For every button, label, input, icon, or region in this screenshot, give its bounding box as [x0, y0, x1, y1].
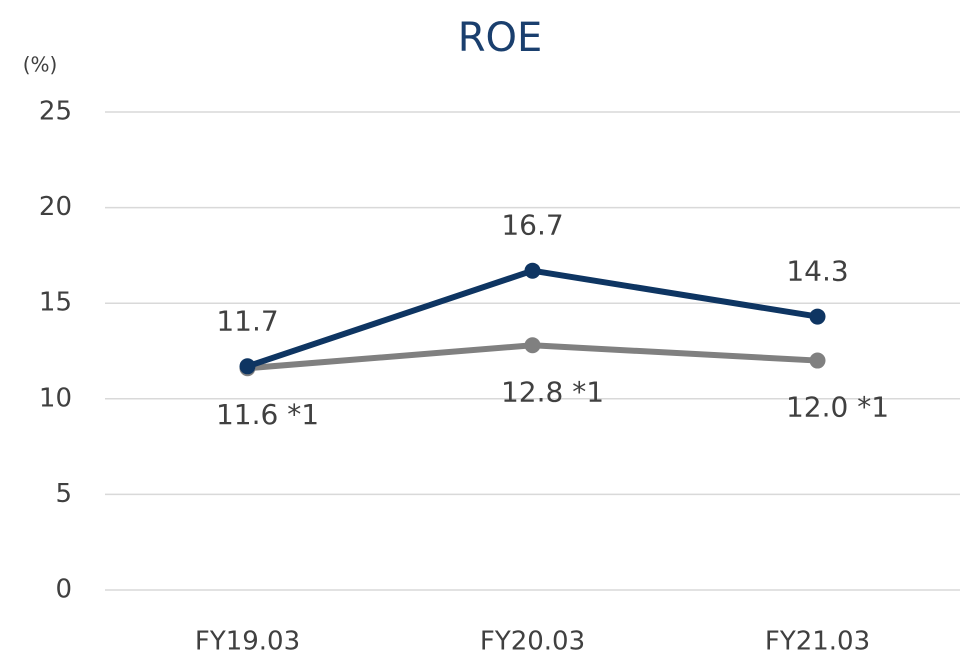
y-tick-label: 10	[39, 383, 72, 413]
data-label: 14.3	[786, 255, 848, 288]
data-point	[809, 352, 826, 369]
data-label: 12.0 *1	[786, 391, 889, 424]
data-point	[524, 337, 541, 354]
y-tick-label: 25	[39, 97, 72, 127]
data-label: 11.6 *1	[216, 398, 319, 431]
chart-title: ROE	[458, 15, 543, 61]
data-label: 12.8 *1	[501, 375, 604, 408]
data-label: 11.7	[216, 304, 278, 337]
x-tick-label: FY19.03	[195, 627, 300, 657]
y-axis-label: (%)	[23, 53, 58, 77]
y-tick-label: 15	[39, 288, 72, 318]
y-tick-label: 20	[39, 192, 72, 222]
data-point	[524, 262, 541, 279]
data-point	[239, 358, 256, 375]
x-tick-label: FY20.03	[480, 627, 585, 657]
y-tick-label: 5	[55, 479, 72, 509]
x-tick-label: FY21.03	[765, 627, 870, 657]
data-label: 16.7	[501, 209, 563, 242]
data-point	[809, 308, 826, 325]
y-tick-label: 0	[55, 575, 72, 605]
